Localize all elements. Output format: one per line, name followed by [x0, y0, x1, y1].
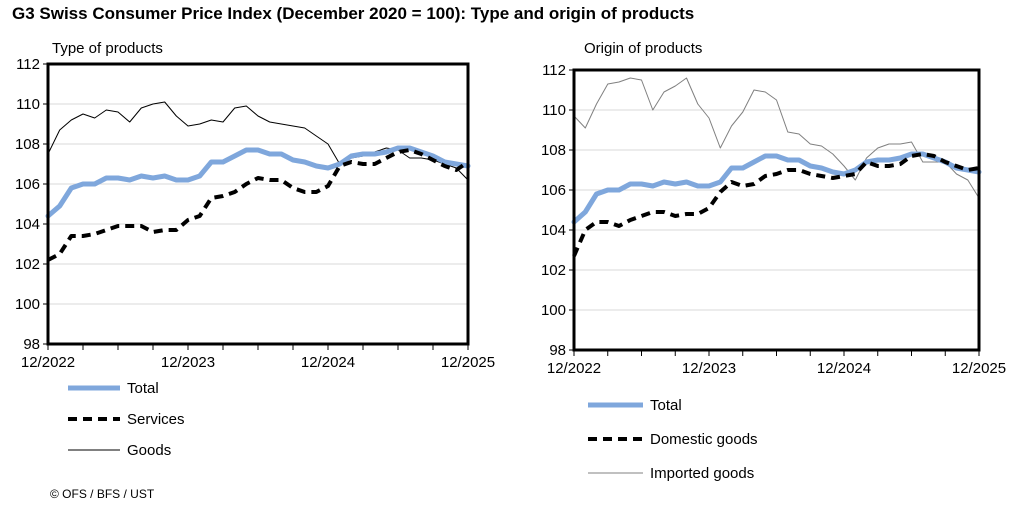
series-line-services — [47, 148, 470, 262]
y-tick-label: 102 — [541, 262, 566, 279]
y-tick-label: 98 — [23, 336, 40, 353]
y-tick-label: 98 — [549, 342, 566, 359]
x-tick-label: 12/2022 — [547, 360, 601, 377]
chart-title: Type of products — [52, 40, 163, 57]
series-line-total — [45, 145, 471, 219]
series-line-imported-goods — [573, 77, 980, 199]
legend-label: Domestic goods — [650, 431, 758, 448]
x-tick-label: 12/2025 — [441, 354, 495, 371]
series-line-domestic-goods — [572, 152, 980, 257]
x-tick-label: 12/2025 — [952, 360, 1006, 377]
legend-label: Imported goods — [650, 465, 754, 482]
legend-label: Total — [650, 397, 682, 414]
chart-1: Type of products 98 100 102 104 106 108 110 112 1… — [15, 40, 495, 459]
x-tick-label: 12/2023 — [161, 354, 215, 371]
y-tick-label: 106 — [15, 176, 40, 193]
y-tick-label: 110 — [16, 96, 40, 113]
figure-title: G3 Swiss Consumer Price Index (December … — [12, 4, 695, 23]
y-tick-label: 110 — [542, 102, 566, 119]
y-tick-label: 104 — [15, 216, 40, 233]
legend-label: Services — [127, 411, 185, 428]
y-tick-label: 108 — [15, 136, 40, 153]
chart-title: Origin of products — [584, 40, 702, 57]
y-tick-label: 100 — [541, 302, 566, 319]
x-tick-label: 12/2022 — [21, 354, 75, 371]
y-tick-label: 104 — [541, 222, 566, 239]
y-tick-label: 106 — [541, 182, 566, 199]
chart-2: Origin of products 98 100 102 104 106 108 110 11… — [541, 40, 1006, 482]
plot-frame — [46, 62, 470, 346]
y-tick-label: 102 — [15, 256, 40, 273]
x-tick-label: 12/2024 — [817, 360, 871, 377]
legend-label: Goods — [127, 442, 171, 459]
plot-frame — [572, 68, 981, 352]
legend-label: Total — [127, 380, 159, 397]
x-tick-label: 12/2024 — [301, 354, 355, 371]
series-line-total — [571, 151, 982, 225]
x-tick-label: 12/2023 — [682, 360, 736, 377]
source-footer: © OFS / BFS / UST — [50, 487, 155, 501]
y-tick-label: 112 — [16, 56, 40, 73]
y-tick-label: 100 — [15, 296, 40, 313]
series-line-goods — [47, 101, 469, 181]
y-tick-label: 108 — [541, 142, 566, 159]
y-tick-label: 112 — [542, 62, 566, 79]
